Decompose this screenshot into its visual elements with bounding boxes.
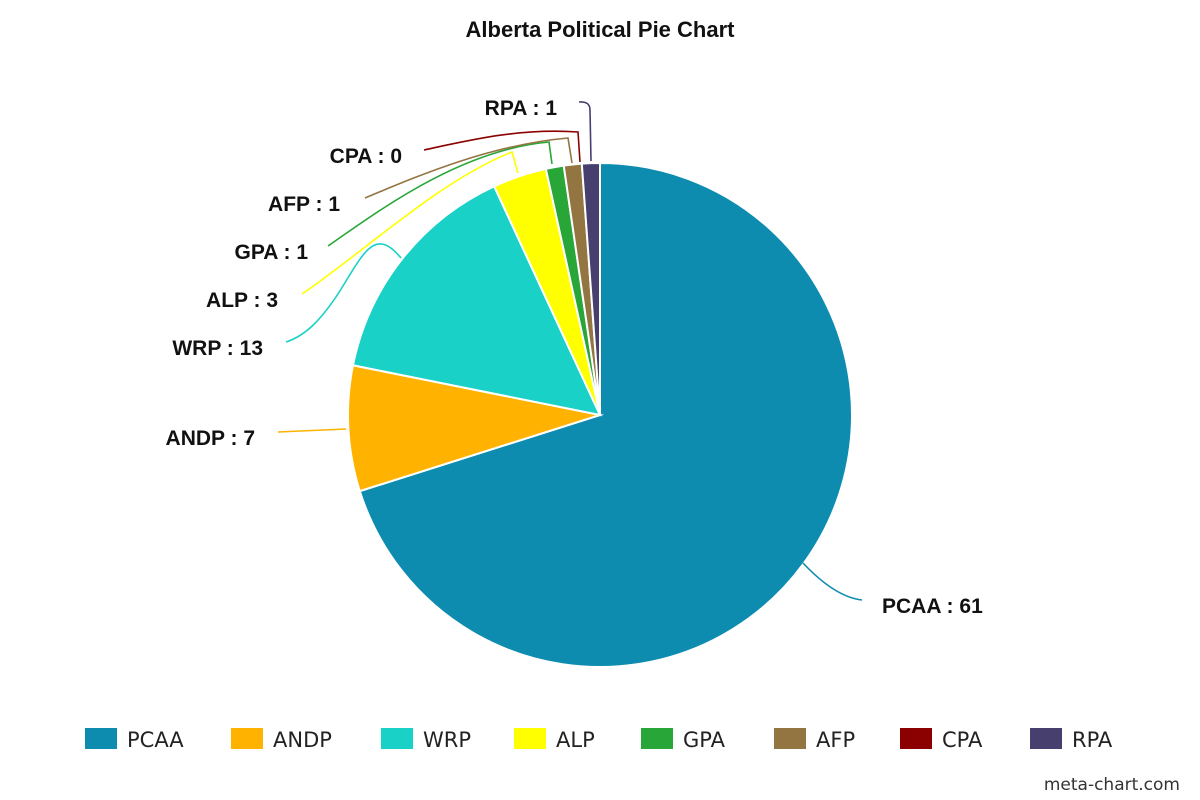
legend-swatch-andp — [231, 728, 263, 749]
legend-label-pcaa: PCAA — [127, 728, 184, 752]
legend-label-rpa: RPA — [1072, 728, 1113, 752]
legend-swatch-afp — [774, 728, 806, 749]
slice-label-wrp: WRP : 13 — [172, 337, 263, 360]
leader-line-afp — [364, 137, 573, 199]
pie-slice-wrp — [351, 184, 602, 417]
legend-swatch-cpa — [900, 728, 932, 749]
leader-line-andp — [277, 428, 347, 433]
chart-title: Alberta Political Pie Chart — [466, 17, 736, 42]
legend-swatch-rpa — [1030, 728, 1062, 749]
legend-label-andp: ANDP — [273, 728, 332, 752]
slice-label-gpa: GPA : 1 — [234, 241, 308, 264]
leader-line-pcaa — [802, 562, 863, 601]
pie-slices — [347, 161, 853, 668]
leader-line-wrp — [285, 243, 402, 343]
slice-label-alp: ALP : 3 — [206, 289, 278, 312]
legend-swatch-pcaa — [85, 728, 117, 749]
slice-label-andp: ANDP : 7 — [166, 427, 255, 450]
slice-label-pcaa: PCAA : 61 — [882, 595, 983, 618]
leader-line-rpa — [578, 101, 592, 162]
legend-label-wrp: WRP — [423, 728, 471, 752]
leader-line-cpa — [423, 130, 581, 163]
legend-swatch-gpa — [641, 728, 673, 749]
legend-label-gpa: GPA — [683, 728, 726, 752]
leader-line-gpa — [327, 141, 553, 247]
watermark-text: meta-chart.com — [1044, 775, 1180, 795]
legend-swatch-alp — [514, 728, 546, 749]
slice-label-cpa: CPA : 0 — [330, 145, 402, 168]
slice-label-rpa: RPA : 1 — [485, 97, 558, 120]
leader-line-alp — [301, 150, 519, 295]
pie-slice-rpa — [580, 161, 601, 416]
pie-slice-andp — [347, 364, 604, 493]
legend-label-alp: ALP — [556, 728, 595, 752]
slice-label-afp: AFP : 1 — [268, 193, 340, 216]
legend-swatch-wrp — [381, 728, 413, 749]
slice-leader-lines — [277, 101, 863, 601]
legend-label-cpa: CPA — [942, 728, 983, 752]
legend-label-afp: AFP — [816, 728, 855, 752]
legend: PCAA ANDP WRP ALP GPA AFP CPA RPA — [85, 728, 1113, 752]
slice-labels: PCAA : 61 ANDP : 7 WRP : 13 ALP : 3 GPA : 1 A… — [166, 97, 984, 618]
